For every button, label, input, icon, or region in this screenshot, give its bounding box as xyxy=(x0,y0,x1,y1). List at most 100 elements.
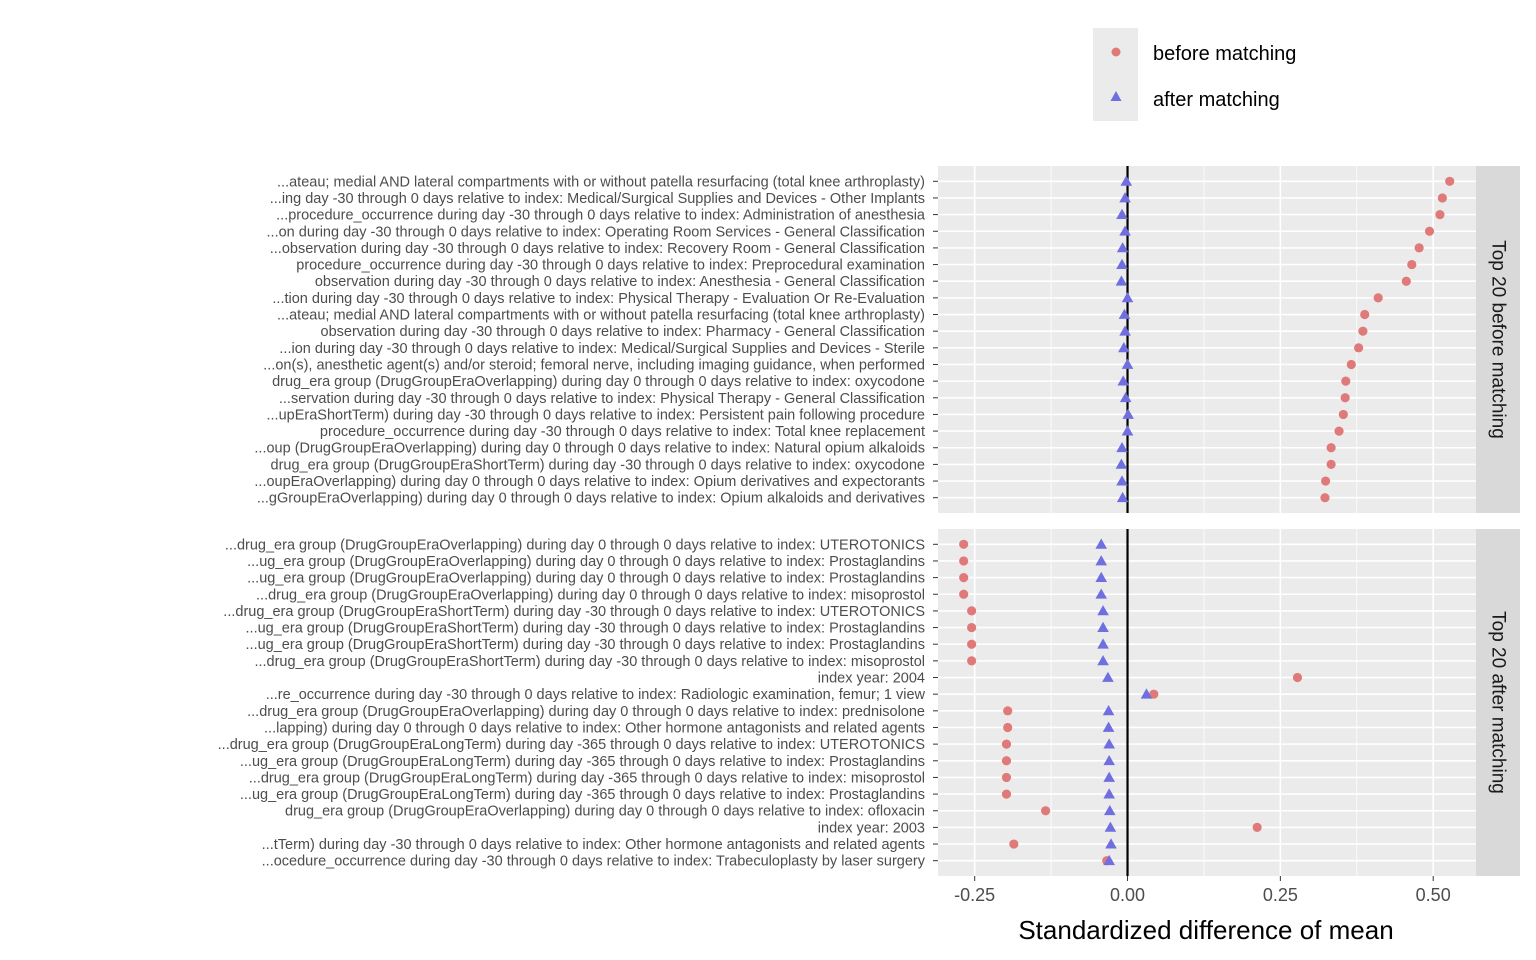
covariate-label: index year: 2004 xyxy=(818,671,925,687)
point-before-matching xyxy=(1041,806,1051,816)
legend-background xyxy=(1093,28,1138,121)
point-after-matching xyxy=(1116,208,1128,220)
point-before-matching xyxy=(1320,493,1330,503)
covariate-label: ...ocedure_occurrence during day -30 thr… xyxy=(262,854,926,870)
point-after-matching xyxy=(1095,555,1108,566)
covariate-label: ...oup (DrugGroupEraOverlapping) during … xyxy=(254,441,925,457)
point-before-matching xyxy=(1401,276,1411,286)
point-after-matching xyxy=(1097,621,1109,632)
x-axis: -0.25 0.00 0.25 0.50 xyxy=(954,876,1451,905)
point-before-matching xyxy=(1346,359,1356,370)
point-after-matching xyxy=(1116,491,1129,503)
covariate-label: ...upEraShortTerm) during day -30 throug… xyxy=(267,407,926,423)
point-after-matching xyxy=(1105,838,1117,849)
covariate-label: ...drug_era group (DrugGroupEraOverlappi… xyxy=(247,704,925,720)
point-before-matching xyxy=(1340,393,1350,403)
point-after-matching xyxy=(1095,571,1108,583)
point-before-matching xyxy=(1354,343,1364,353)
legend-label-before-matching: before matching xyxy=(1153,43,1296,65)
covariate-label: ...tTerm) during day -30 through 0 days … xyxy=(262,837,925,853)
point-before-matching xyxy=(1321,476,1331,486)
facet-strip xyxy=(1476,529,1520,876)
covariate-label: ...tion during day -30 through 0 days re… xyxy=(272,291,925,307)
x-tick-label: 0.25 xyxy=(1263,885,1298,905)
legend-key-before-matching xyxy=(1111,47,1121,57)
covariate-label: ...gGroupEraOverlapping) during day 0 th… xyxy=(257,491,925,507)
point-before-matching xyxy=(1424,226,1435,236)
point-after-matching xyxy=(1095,588,1108,599)
covariate-label: drug_era group (DrugGroupEraShortTerm) d… xyxy=(271,457,925,473)
point-after-matching xyxy=(1119,192,1131,203)
covariate-label: ...lapping) during day 0 through 0 days … xyxy=(264,720,925,736)
point-before-matching xyxy=(1334,426,1344,436)
legend-label-after-matching: after matching xyxy=(1153,89,1280,111)
point-before-matching xyxy=(1252,822,1262,832)
point-before-matching xyxy=(1360,309,1370,320)
point-after-matching xyxy=(1097,605,1109,616)
point-after-matching xyxy=(1103,771,1115,782)
point-after-matching xyxy=(1095,538,1108,549)
covariate-label: ...ug_era group (DrugGroupEraOverlapping… xyxy=(247,571,925,587)
x-tick-label: -0.25 xyxy=(954,885,995,905)
point-before-matching xyxy=(1435,210,1445,220)
point-after-matching xyxy=(1119,391,1132,403)
point-before-matching xyxy=(1358,326,1368,336)
point-after-matching xyxy=(1115,275,1128,286)
covariate-label: ...drug_era group (DrugGroupEraLongTerm)… xyxy=(218,737,925,753)
point-before-matching xyxy=(959,573,969,583)
point-before-matching xyxy=(1326,443,1336,453)
covariate-label: ...procedure_occurrence during day -30 t… xyxy=(276,208,926,224)
covariate-label: index year: 2003 xyxy=(818,820,925,836)
covariate-label: ...observation during day -30 through 0 … xyxy=(270,241,925,257)
legend-key-after-matching xyxy=(1110,91,1122,101)
point-after-matching xyxy=(1140,688,1153,699)
covariate-label: ...ug_era group (DrugGroupEraLongTerm) d… xyxy=(240,754,925,770)
covariate-label: ...ug_era group (DrugGroupEraShortTerm) … xyxy=(246,621,925,637)
point-before-matching xyxy=(1407,259,1417,270)
point-after-matching xyxy=(1119,325,1131,336)
point-after-matching xyxy=(1103,738,1115,749)
point-before-matching xyxy=(967,606,977,616)
point-before-matching xyxy=(1001,772,1012,783)
panel-background xyxy=(938,166,1476,513)
point-after-matching xyxy=(1103,754,1115,766)
point-after-matching xyxy=(1116,242,1129,253)
panels: ...ateau; medial AND lateral compartment… xyxy=(218,166,1520,876)
point-after-matching xyxy=(1119,225,1131,236)
x-tick-label: 0.00 xyxy=(1110,885,1145,905)
covariate-label: ...ateau; medial AND lateral compartment… xyxy=(277,308,925,324)
covariate-label: ...drug_era group (DrugGroupEraShortTerm… xyxy=(223,604,925,620)
covariate-label: ...ug_era group (DrugGroupEraLongTerm) d… xyxy=(240,787,925,803)
point-before-matching xyxy=(1003,706,1013,716)
point-after-matching xyxy=(1118,342,1130,353)
panel-background xyxy=(938,529,1476,876)
covariate-label: procedure_occurrence during day -30 thro… xyxy=(320,424,925,440)
point-after-matching xyxy=(1115,458,1128,469)
point-after-matching xyxy=(1102,705,1115,716)
covariate-label: ...drug_era group (DrugGroupEraShortTerm… xyxy=(254,654,925,670)
covariate-label: procedure_occurrence during day -30 thro… xyxy=(296,258,925,274)
point-after-matching xyxy=(1118,308,1131,319)
covariate-label: ...servation during day -30 through 0 da… xyxy=(279,391,925,407)
covariate-label: ...on during day -30 through 0 days rela… xyxy=(267,224,925,240)
covariate-label: ...drug_era group (DrugGroupEraLongTerm)… xyxy=(249,770,925,786)
covariate-label: ...oupEraOverlapping) during day 0 throu… xyxy=(254,474,925,490)
point-before-matching xyxy=(967,639,977,649)
point-before-matching xyxy=(1003,722,1013,733)
covariate-label: ...drug_era group (DrugGroupEraOverlappi… xyxy=(256,587,925,603)
point-after-matching xyxy=(1102,671,1114,682)
point-before-matching xyxy=(1338,409,1348,420)
point-after-matching xyxy=(1117,375,1130,386)
point-after-matching xyxy=(1122,408,1134,419)
point-after-matching xyxy=(1104,821,1117,832)
point-before-matching xyxy=(967,622,977,633)
point-before-matching xyxy=(1009,839,1019,849)
point-before-matching xyxy=(1149,689,1159,699)
covariate-label: drug_era group (DrugGroupEraOverlapping)… xyxy=(285,804,925,820)
covariate-label: observation during day -30 through 0 day… xyxy=(315,274,925,290)
covariate-label: ...ing day -30 through 0 days relative t… xyxy=(270,191,925,207)
point-before-matching xyxy=(1292,672,1303,683)
point-after-matching xyxy=(1120,175,1133,186)
panel-1: ...ateau; medial AND lateral compartment… xyxy=(254,166,1520,513)
panel-2: ...drug_era group (DrugGroupEraOverlappi… xyxy=(218,529,1520,876)
